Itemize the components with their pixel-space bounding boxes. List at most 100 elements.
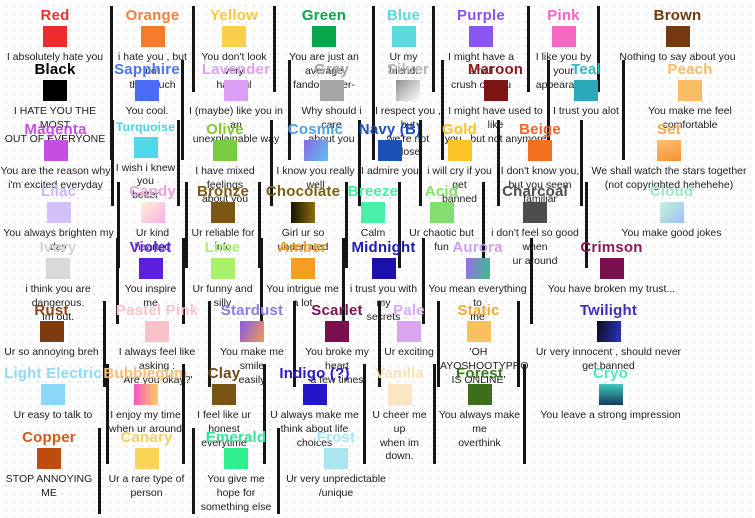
entry-row: Light Electric Ur easy to talk to Bubble…: [0, 364, 755, 464]
color-description: Calm: [360, 227, 386, 240]
color-entry: Lilac You always brighten my day: [0, 182, 117, 268]
color-entry: Set We shall watch the stars together (n…: [580, 120, 755, 207]
color-description: I HATE YOU THE MOST OUT OF EVERYONE: [4, 105, 106, 145]
color-swatch: [528, 140, 552, 162]
entry-row: Lilac You always brighten my day Candy U…: [0, 182, 755, 269]
color-name: Indigo (?): [279, 365, 350, 382]
color-swatch: [135, 80, 159, 102]
entry-row: Black I HATE YOU THE MOST OUT OF EVERYON…: [0, 60, 755, 160]
color-name: Navy (B): [358, 121, 422, 138]
color-name: Static: [457, 302, 500, 319]
color-description: U cheer me up when im down.: [372, 409, 427, 463]
color-swatch: [466, 321, 491, 343]
color-swatch: [211, 202, 235, 224]
color-name: Beige: [519, 121, 561, 138]
color-entry: Lavender I (maybe) like you in an unexpl…: [181, 60, 288, 160]
color-entry: Olive I have mixed feelings about you: [177, 120, 270, 207]
color-description: I feel like ur honest everytime: [197, 409, 251, 449]
color-description: You make me feel comfortable: [648, 105, 732, 131]
color-description: I don't know you, but you seem familiar: [500, 165, 580, 205]
color-swatch: [224, 80, 248, 102]
color-swatch: [324, 448, 348, 470]
color-name: Frost: [316, 429, 356, 446]
color-description: I have mixed feelings about you: [195, 165, 255, 205]
color-entry: Gray Why should i care about you: [288, 60, 372, 160]
color-entry: Peach You make me feel comfortable: [622, 60, 755, 160]
color-description: Ur very unpredictable /unique: [286, 473, 386, 499]
color-name: Midnight: [351, 239, 416, 256]
color-name: Set: [657, 121, 681, 138]
color-swatch: [659, 202, 684, 224]
color-swatch: [469, 26, 493, 48]
color-description: You broke my heart a few times: [305, 346, 369, 386]
color-description: I admire you: [361, 165, 419, 178]
color-name: Green: [301, 7, 347, 24]
color-name: Olive: [206, 121, 244, 138]
color-entry: Brown Nothing to say about you: [597, 6, 755, 93]
color-description: Ur a rare type of person: [108, 473, 185, 499]
color-entry: Midnight i trust you with my secrets: [342, 238, 422, 325]
color-swatch: [290, 258, 315, 280]
color-description: Ur chaotic but fun: [409, 227, 474, 253]
color-description: Ur funny and silly: [192, 283, 253, 309]
color-swatch: [387, 384, 412, 406]
color-description: You make me smile easily: [220, 346, 284, 386]
color-entry: Stardust You make me smile easily: [208, 301, 293, 388]
color-swatch: [483, 80, 508, 102]
color-description: i will cry if you get banned: [427, 165, 492, 205]
color-swatch: [46, 258, 70, 280]
color-description: 'OH AYOSHOOTYPRO IS ONLINE': [440, 346, 529, 386]
color-description: You inspire me: [124, 283, 177, 309]
color-swatch: [46, 202, 71, 224]
color-swatch: [467, 384, 492, 406]
color-entry: Indigo (?) U always make me think about …: [263, 364, 363, 464]
color-name: Cloud: [649, 183, 694, 200]
color-swatch: [596, 321, 621, 343]
color-name: Purple: [457, 7, 505, 24]
color-description: I know you really well: [276, 165, 355, 191]
color-name: Rust: [34, 302, 69, 319]
color-name: Crimson: [580, 239, 643, 256]
entry-row: Rust Ur so annoying breh Pastel Pink I a…: [0, 301, 755, 388]
color-name: Gold: [442, 121, 477, 138]
color-name: Amber: [278, 239, 327, 256]
color-swatch: [210, 258, 235, 280]
color-swatch: [396, 80, 420, 102]
color-swatch: [140, 202, 165, 224]
color-entry: Pastel Pink I always feel like asking : …: [103, 301, 208, 388]
color-entry: Navy (B) I admire you: [358, 120, 422, 207]
color-name: Canary: [120, 429, 173, 446]
color-entry: Acid Ur chaotic but fun: [398, 182, 482, 269]
color-swatch: [599, 258, 624, 280]
color-swatch: [378, 140, 402, 162]
color-swatch: [133, 136, 158, 158]
color-swatch: [140, 26, 165, 48]
color-name: Candy: [129, 183, 176, 200]
color-entry: Frost Ur very unpredictable /unique: [277, 428, 392, 515]
entry-row: Red I absolutely hate you Orange i hate …: [0, 6, 755, 93]
color-description: Ur easy to talk to: [13, 409, 93, 422]
color-description: I enjoy my time when ur around: [109, 409, 182, 435]
color-swatch: [303, 140, 328, 162]
color-description: I always feel like asking : 'Are you oka…: [118, 346, 196, 386]
color-entry: Chocolate Girl ur so underrated: [258, 182, 345, 269]
color-swatch: [312, 26, 336, 48]
color-entry: Crimson You have broken my trust...: [530, 238, 690, 325]
entry-row: Copper STOP ANNOYING ME Canary Ur a rare…: [0, 428, 755, 515]
color-name: Breeze: [347, 183, 399, 200]
color-name: Cryo: [593, 365, 628, 382]
color-name: Gray: [314, 61, 349, 78]
color-name: Aurora: [452, 239, 503, 256]
color-description: I absolutely hate you: [6, 51, 104, 64]
color-entry: Vanilla U cheer me up when im down.: [363, 364, 433, 464]
color-entry: Beige I don't know you, but you seem fam…: [497, 120, 580, 207]
color-name: Teal: [571, 61, 601, 78]
color-swatch: [222, 26, 246, 48]
entry-row: Ivory i think you are dangerous. Im out.…: [0, 238, 755, 325]
color-description: Ur exciting: [384, 346, 434, 359]
color-swatch: [37, 448, 61, 470]
color-swatch: [145, 321, 169, 343]
color-entry: Scarlet You broke my heart a few times: [293, 301, 378, 388]
color-description: U always make me think about life choice…: [270, 409, 359, 449]
color-swatch: [391, 26, 416, 48]
